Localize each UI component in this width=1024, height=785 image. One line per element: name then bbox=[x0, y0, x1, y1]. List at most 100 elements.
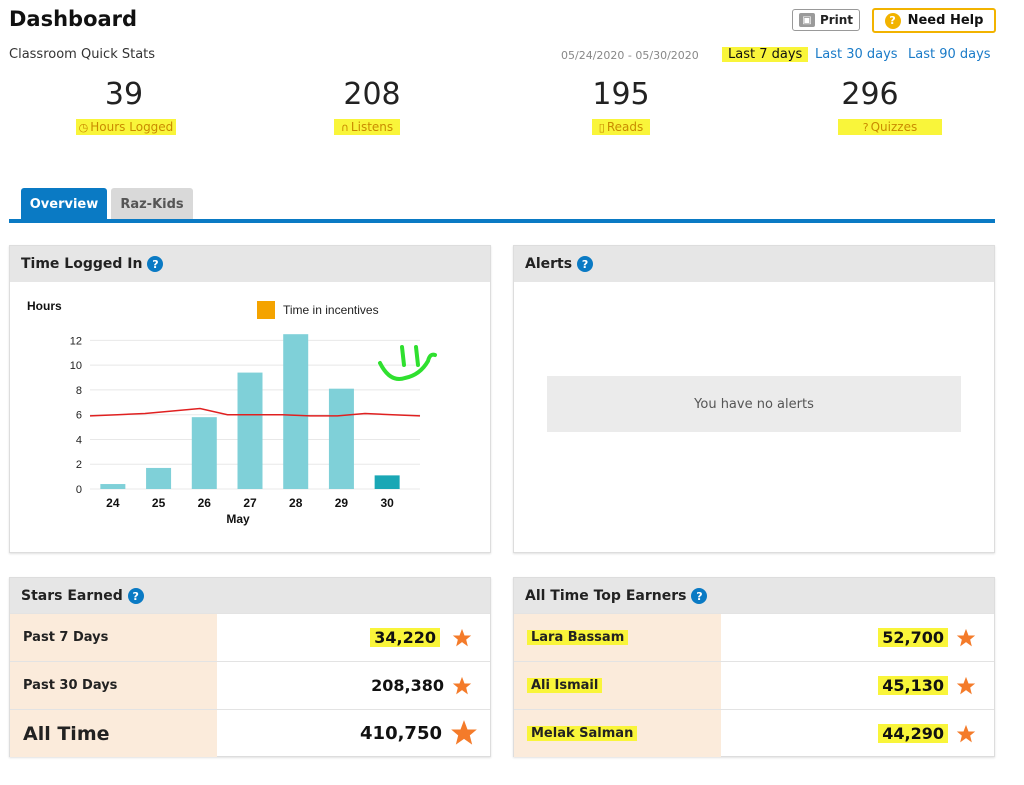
top-earner-name-text: Ali Ismail bbox=[527, 678, 603, 693]
stars-row-all-time: All Time 410,750 bbox=[10, 709, 490, 757]
top-earners-panel: All Time Top Earners ? Lara Bassam 52,70… bbox=[513, 577, 995, 757]
x-tick-label: 30 bbox=[380, 496, 394, 510]
y-tick-label: 4 bbox=[76, 434, 82, 446]
print-button[interactable]: ▣ Print bbox=[792, 9, 860, 31]
stat-hours-logged-value: 39 bbox=[104, 77, 144, 112]
star-icon bbox=[452, 676, 472, 695]
alerts-header: Alerts ? bbox=[514, 246, 994, 282]
stat-listens: ∩ Listens bbox=[334, 119, 400, 135]
average-line bbox=[89, 407, 421, 417]
top-earner-value-text: 44,290 bbox=[878, 724, 948, 743]
y-axis-ticks: 0 2 4 6 8 10 12 bbox=[70, 335, 82, 496]
stat-listens-label: Listens bbox=[350, 120, 394, 134]
tab-underline bbox=[9, 219, 995, 223]
stat-hours-logged: ◷ Hours Logged bbox=[76, 119, 176, 135]
help-circle-icon[interactable]: ? bbox=[127, 588, 144, 604]
y-tick-label: 2 bbox=[76, 459, 82, 471]
chart-bar bbox=[328, 388, 354, 489]
print-button-label: Print bbox=[819, 13, 854, 27]
top-earners-title: All Time Top Earners bbox=[525, 588, 687, 604]
chart-bar bbox=[374, 475, 400, 489]
time-logged-in-header: Time Logged In ? bbox=[10, 246, 490, 282]
help-circle-icon[interactable]: ? bbox=[577, 256, 594, 272]
book-icon: ▯ bbox=[598, 121, 605, 134]
top-earner-row: Ali Ismail 45,130 bbox=[514, 661, 994, 709]
stars-row-value: 34,220 bbox=[366, 614, 444, 661]
stars-earned-panel: Stars Earned ? Past 7 Days 34,220 Past 3… bbox=[9, 577, 491, 757]
date-range: 05/24/2020 - 05/30/2020 bbox=[561, 49, 699, 62]
time-logged-in-panel: Time Logged In ? Hours Time in incentive… bbox=[9, 245, 491, 553]
page-subtitle: Classroom Quick Stats bbox=[9, 47, 156, 62]
x-tick-label: 25 bbox=[152, 496, 166, 510]
stat-quizzes-label: Quizzes bbox=[870, 120, 918, 134]
chart-bar bbox=[283, 334, 309, 489]
need-help-button[interactable]: ? Need Help bbox=[872, 8, 996, 33]
stat-reads-value: 195 bbox=[592, 77, 650, 112]
need-help-label: Need Help bbox=[907, 13, 984, 28]
top-earner-value: 52,700 bbox=[878, 614, 948, 661]
range-last-7-days[interactable]: Last 7 days bbox=[722, 47, 809, 62]
y-tick-label: 0 bbox=[76, 484, 82, 496]
tab-overview[interactable]: Overview bbox=[21, 188, 107, 220]
stars-row-value-text: 34,220 bbox=[370, 628, 440, 647]
range-last-90-days[interactable]: Last 90 days bbox=[908, 47, 991, 62]
x-tick-label: 24 bbox=[106, 496, 120, 510]
stat-hours-logged-label: Hours Logged bbox=[90, 120, 174, 134]
smiley-doodle-eye-left bbox=[400, 345, 406, 367]
star-icon bbox=[451, 720, 477, 745]
stars-row-label: All Time bbox=[10, 710, 217, 757]
x-tick-label: 27 bbox=[243, 496, 257, 510]
y-axis-title: Hours bbox=[27, 299, 62, 313]
top-earner-name: Lara Bassam bbox=[514, 614, 721, 661]
stat-reads-label: Reads bbox=[606, 120, 644, 134]
stat-listens-value: 208 bbox=[343, 77, 401, 112]
stars-earned-title: Stars Earned bbox=[21, 588, 123, 604]
stars-row-past-30-days: Past 30 Days 208,380 bbox=[10, 661, 490, 709]
y-tick-label: 12 bbox=[70, 335, 82, 347]
x-tick-label: 26 bbox=[198, 496, 212, 510]
tab-raz-kids[interactable]: Raz-Kids bbox=[111, 188, 193, 220]
range-last-30-days[interactable]: Last 30 days bbox=[815, 47, 898, 62]
star-icon bbox=[956, 676, 976, 695]
x-tick-label: 28 bbox=[289, 496, 303, 510]
y-tick-label: 6 bbox=[76, 410, 82, 422]
top-earner-name-text: Melak Salman bbox=[527, 726, 638, 741]
headphones-icon: ∩ bbox=[340, 121, 349, 134]
stars-row-label: Past 30 Days bbox=[10, 662, 217, 709]
top-earner-value-text: 52,700 bbox=[878, 628, 948, 647]
help-circle-icon[interactable]: ? bbox=[691, 588, 708, 604]
time-logged-in-chart: Hours Time in incentives 24 25 26 27 28 29 30 … bbox=[27, 299, 437, 526]
no-alerts-message: You have no alerts bbox=[547, 376, 961, 432]
stars-row-value: 410,750 bbox=[360, 723, 442, 744]
top-earner-name: Melak Salman bbox=[514, 710, 721, 757]
legend-label: Time in incentives bbox=[283, 303, 379, 317]
stars-row-value: 208,380 bbox=[371, 676, 444, 695]
stars-row-label: Past 7 Days bbox=[10, 614, 217, 661]
chart-bars bbox=[100, 334, 400, 489]
page-title: Dashboard bbox=[9, 7, 138, 31]
stat-quizzes: ? Quizzes bbox=[838, 119, 942, 135]
x-tick-label: 29 bbox=[335, 496, 349, 510]
top-earner-value: 45,130 bbox=[878, 662, 948, 709]
chart-bar bbox=[191, 417, 217, 489]
help-circle-icon[interactable]: ? bbox=[147, 256, 164, 272]
chart-bar bbox=[100, 484, 126, 489]
alerts-panel: Alerts ? You have no alerts bbox=[513, 245, 995, 553]
chart-bar bbox=[237, 372, 263, 489]
top-earner-value: 44,290 bbox=[878, 710, 948, 757]
star-icon bbox=[956, 724, 976, 743]
chart-bar bbox=[146, 467, 172, 489]
question-icon: ? bbox=[862, 121, 869, 134]
top-earner-value-text: 45,130 bbox=[878, 676, 948, 695]
stars-row-past-7-days: Past 7 Days 34,220 bbox=[10, 613, 490, 661]
stat-quizzes-value: 296 bbox=[841, 77, 899, 112]
smiley-doodle-eye-right bbox=[414, 345, 420, 367]
stat-reads: ▯ Reads bbox=[592, 119, 650, 135]
top-earner-row: Lara Bassam 52,700 bbox=[514, 613, 994, 661]
stars-earned-header: Stars Earned ? bbox=[10, 578, 490, 614]
smiley-doodle bbox=[378, 352, 437, 381]
top-earner-name: Ali Ismail bbox=[514, 662, 721, 709]
time-logged-in-title: Time Logged In bbox=[21, 256, 143, 272]
clock-icon: ◷ bbox=[78, 121, 89, 134]
alerts-title: Alerts bbox=[525, 256, 573, 272]
